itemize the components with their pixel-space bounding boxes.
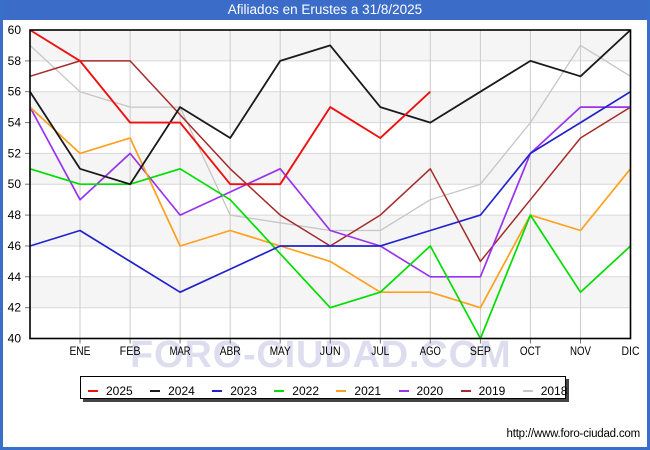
- svg-text:JUN: JUN: [320, 344, 341, 358]
- svg-text:54: 54: [8, 116, 22, 130]
- svg-text:60: 60: [8, 23, 22, 37]
- svg-text:56: 56: [8, 85, 22, 99]
- svg-text:NOV: NOV: [570, 344, 591, 358]
- svg-text:40: 40: [8, 332, 22, 346]
- svg-text:44: 44: [8, 270, 22, 284]
- svg-text:MAR: MAR: [170, 344, 191, 358]
- svg-text:52: 52: [8, 146, 22, 160]
- svg-text:SEP: SEP: [470, 344, 491, 358]
- svg-text:MAY: MAY: [270, 344, 291, 358]
- svg-text:50: 50: [8, 177, 22, 191]
- svg-text:48: 48: [8, 208, 22, 222]
- svg-text:ENE: ENE: [70, 344, 91, 358]
- svg-text:58: 58: [8, 54, 22, 68]
- svg-text:46: 46: [8, 239, 22, 253]
- svg-text:AGO: AGO: [420, 344, 441, 358]
- svg-text:DIC: DIC: [622, 344, 640, 358]
- svg-text:ABR: ABR: [220, 344, 241, 358]
- svg-text:JUL: JUL: [371, 344, 389, 358]
- svg-text:OCT: OCT: [520, 344, 542, 358]
- svg-text:42: 42: [8, 301, 22, 315]
- svg-text:FEB: FEB: [120, 344, 141, 358]
